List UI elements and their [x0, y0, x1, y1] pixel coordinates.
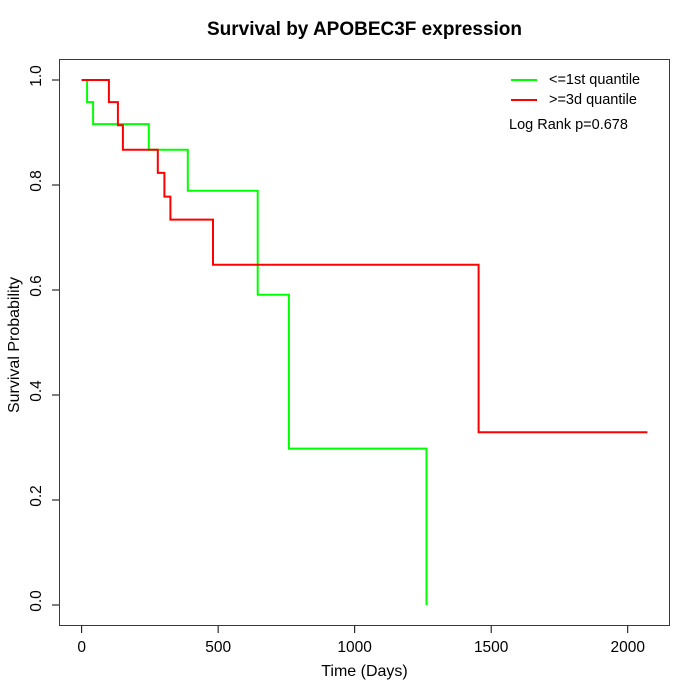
x-tick-label: 500	[205, 639, 231, 656]
legend-label-third-quantile: >=3d quantile	[549, 92, 637, 108]
plot-box	[59, 59, 670, 626]
legend-line-red-icon	[511, 99, 537, 101]
y-tick-label: 0.0	[28, 590, 45, 612]
y-tick-label: 0.4	[28, 380, 45, 402]
y-axis-title: Survival Probability	[6, 276, 23, 414]
chart-title: Survival by APOBEC3F expression	[206, 19, 523, 40]
legend-line-green-icon	[511, 79, 537, 81]
x-tick-label: 1500	[474, 639, 509, 656]
y-tick-label: 0.2	[28, 485, 45, 507]
km-curve-1	[81, 79, 648, 434]
legend-item-first-quantile: <=1st quantile	[511, 70, 640, 90]
legend-item-third-quantile: >=3d quantile	[511, 90, 640, 110]
y-tick-label: 0.8	[28, 170, 45, 192]
x-tick-label: 0	[77, 639, 86, 656]
y-tick-label: 0.6	[28, 275, 45, 297]
log-rank-pvalue: Log Rank p=0.678	[509, 117, 628, 133]
legend-label-first-quantile: <=1st quantile	[549, 72, 641, 88]
y-tick-label: 1.0	[28, 65, 45, 87]
x-tick-label: 1000	[337, 639, 372, 656]
km-curve-0	[81, 79, 428, 605]
x-axis-title: Time (Days)	[321, 663, 408, 680]
x-tick-label: 2000	[610, 639, 645, 656]
legend: <=1st quantile >=3d quantile	[511, 70, 640, 110]
